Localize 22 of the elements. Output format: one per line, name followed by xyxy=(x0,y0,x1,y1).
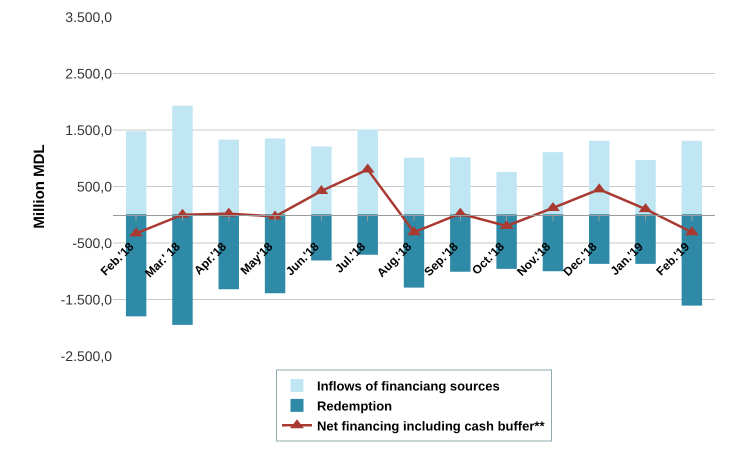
bar xyxy=(450,157,471,216)
bar xyxy=(264,138,286,216)
bar xyxy=(172,106,193,216)
legend-label: Inflows of financiang sources xyxy=(317,378,500,394)
y-tick-label: -1.500,0 xyxy=(60,291,112,308)
bar xyxy=(542,152,564,216)
legend-label: Net financing including cash buffer** xyxy=(317,418,546,434)
bar xyxy=(589,140,610,216)
legend-label: Redemption xyxy=(317,398,392,414)
bar xyxy=(496,172,517,216)
y-tick-label: 500,0 xyxy=(76,178,112,194)
bar xyxy=(311,146,332,216)
y-tick-label: 1.500,0 xyxy=(65,122,112,138)
y-tick-label: -2.500,0 xyxy=(60,348,112,364)
bar xyxy=(357,130,378,216)
y-tick-label: 3.500,0 xyxy=(65,8,112,25)
y-axis-title: Million MDL xyxy=(30,144,48,229)
bar xyxy=(126,131,146,216)
bar xyxy=(404,158,424,216)
y-tick-label: 2.500,0 xyxy=(65,65,112,82)
bar xyxy=(682,140,702,216)
bar xyxy=(635,160,656,216)
